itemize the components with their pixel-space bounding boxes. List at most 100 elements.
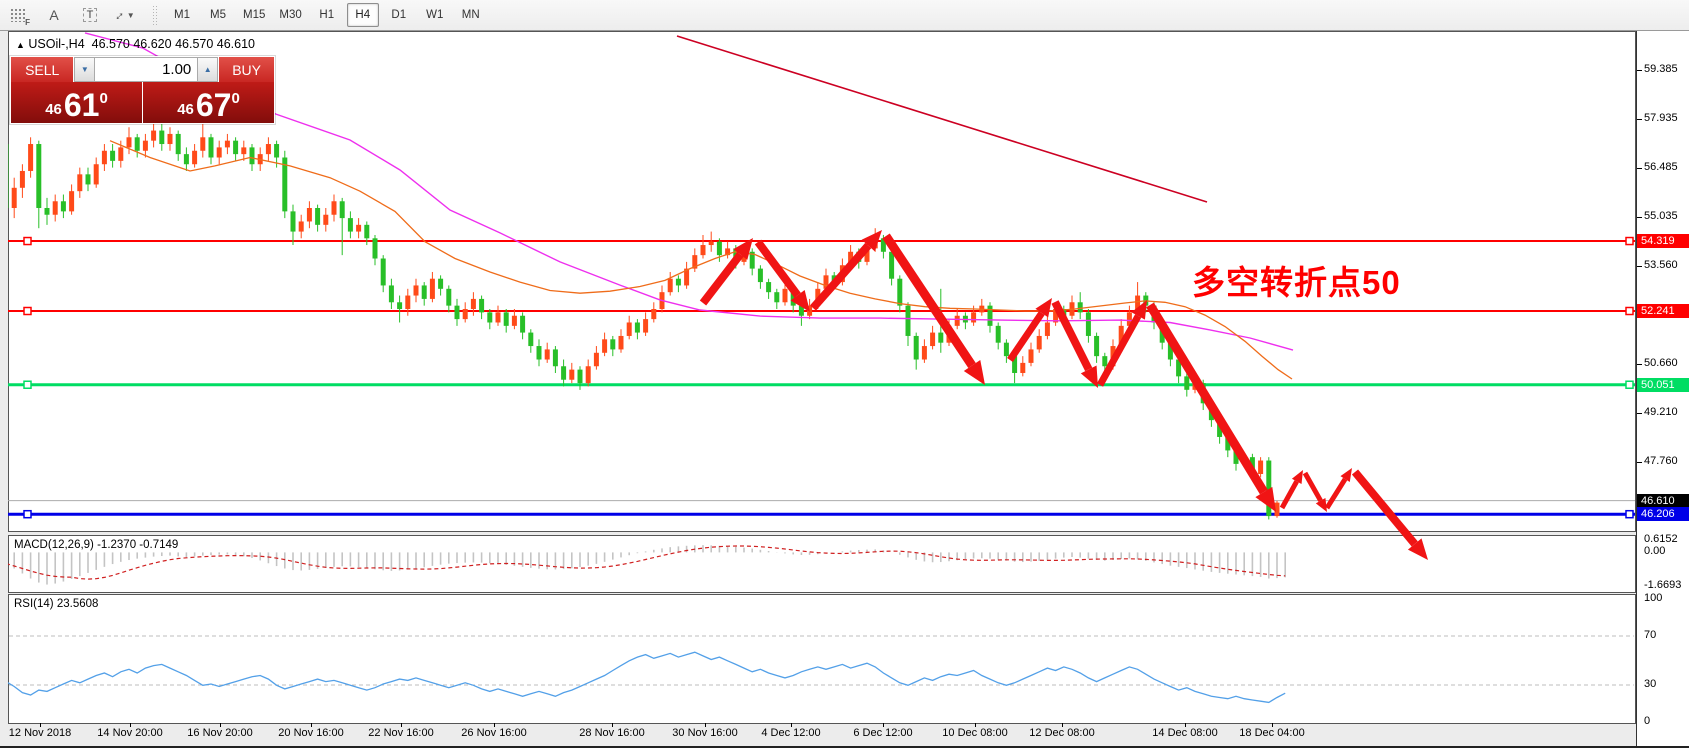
candle [921,346,927,360]
volume-input[interactable] [95,57,198,82]
candle [1184,376,1190,390]
candle [1044,322,1050,336]
candle [552,349,558,367]
line-marker [1625,236,1634,246]
candle [1020,362,1026,373]
candle [192,150,198,165]
timeframe-W1[interactable]: W1 [426,9,444,21]
ohlc-close: 46.610 [216,37,256,51]
timeframe-H1[interactable]: H1 [319,9,335,21]
candle [397,302,403,310]
candle [306,208,312,222]
ohlc-high: 46.620 [133,37,172,51]
toolbar-drag-handle[interactable] [152,5,158,25]
time-axis-label: 4 Dec 12:00 [761,727,821,739]
time-axis-label: 22 Nov 16:00 [368,727,434,739]
candle [889,251,895,279]
timeframe-M1[interactable]: M1 [174,9,190,21]
candle [142,140,148,151]
candle [995,325,1001,343]
candle [479,298,485,313]
timeframe-MN[interactable]: MN [461,9,480,21]
text-label-icon[interactable]: A [49,7,59,23]
price-axis-label: 47.760 [1644,455,1678,467]
candle [36,144,42,209]
candle [19,170,25,188]
axis-tick [1637,217,1642,218]
chart-title: ▲ USOil-,H4 46.570 46.620 46.570 46.610 [16,37,255,51]
candle [503,312,509,326]
buy-button[interactable]: BUY [218,57,274,82]
axis-tick [1637,266,1642,267]
candle [356,224,362,232]
candle [446,288,452,306]
chart-shift-icon[interactable]: F [2,3,34,27]
time-axis-label: 12 Nov 2018 [8,727,72,739]
candle [913,335,919,360]
candle [1266,460,1272,517]
timeframe-M5[interactable]: M5 [210,9,226,21]
candle [438,278,444,289]
time-axis-label: 30 Nov 16:00 [672,727,738,739]
candle [487,312,493,323]
candle [93,164,99,185]
timeframe-H4[interactable]: H4 [346,3,379,27]
line-marker [1625,509,1634,519]
candle [807,305,813,316]
candle [1102,356,1108,367]
candle [1118,325,1124,347]
candle [1036,335,1042,350]
time-axis-label: 16 Nov 20:00 [187,727,253,739]
volume-increase-button[interactable]: ▲ [197,57,219,82]
candle [101,150,107,165]
candle [897,278,903,306]
buy-price-display[interactable]: 46 67 0 [177,87,240,123]
candle [602,339,608,353]
sell-price-display[interactable]: 46 61 0 [11,82,143,123]
candle [544,349,550,360]
time-axis-label: 14 Nov 20:00 [97,727,163,739]
candle [618,335,624,350]
time-axis-tick [883,723,884,727]
axis-tick [1637,70,1642,71]
next-window-edge [0,746,1689,755]
line-marker [23,509,32,519]
shapes-icon[interactable]: ↕ ▼ [110,3,142,27]
expander-icon[interactable]: ▲ [16,40,25,50]
sell-button[interactable]: SELL [11,57,75,82]
price-axis-label: 57.935 [1644,112,1678,124]
candle [1217,420,1223,437]
chart-text-annotation: 多空转折点50 [1192,264,1401,301]
price-line-chip-52.241: 52.241 [1637,304,1689,318]
candle [323,214,329,225]
candle [1126,312,1132,326]
text-box-icon[interactable]: T [74,3,106,27]
line-marker [23,306,32,316]
timeframe-M15[interactable]: M15 [243,9,266,21]
candle [183,154,189,165]
candle [380,258,386,286]
timeframe-D1[interactable]: D1 [391,9,407,21]
candle [872,238,878,249]
chevron-down-icon: ▼ [126,10,135,20]
candle [208,137,214,158]
candle [815,288,821,306]
candle [413,285,419,296]
candle [347,218,353,232]
one-click-trading-widget: SELL ▼ ▲ BUY 46 61 0 46 67 0 [10,56,275,124]
candle [315,208,321,225]
axis-tick [1637,462,1642,463]
time-axis-tick [791,723,792,727]
volume-decrease-button[interactable]: ▼ [74,57,96,82]
candle [585,366,591,384]
timeframe-M30[interactable]: M30 [279,9,302,21]
price-axis-label: 55.035 [1644,210,1678,222]
candle [331,201,337,215]
candle [684,268,690,286]
candle [470,298,476,310]
candle [536,346,542,360]
rsi-pane[interactable] [8,594,1636,724]
candle [1258,460,1264,474]
candle [265,144,271,155]
ohlc-low: 46.570 [175,37,214,51]
